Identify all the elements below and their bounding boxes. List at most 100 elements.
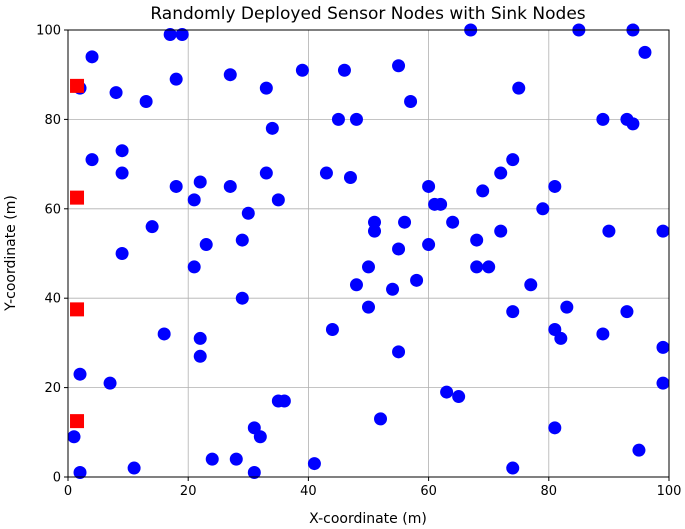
sensor-node-point [536, 202, 550, 216]
sensor-node-point [626, 117, 640, 131]
sensor-node-point [404, 95, 418, 109]
x-tick-label: 60 [420, 484, 437, 499]
sensor-node-point [452, 390, 466, 404]
sink-node-marker [70, 78, 85, 93]
sensor-node-point [229, 452, 243, 466]
sensor-node-point [434, 197, 448, 211]
y-tick-label: 80 [44, 113, 61, 128]
sensor-node-point [656, 340, 670, 354]
sensor-node-point [368, 215, 382, 229]
chart-title: Randomly Deployed Sensor Nodes with Sink… [150, 4, 585, 24]
sensor-node-point [638, 45, 652, 59]
y-tick-label: 20 [44, 381, 61, 396]
x-axis-label: X-coordinate (m) [309, 511, 427, 527]
x-tick-label: 80 [541, 484, 558, 499]
axis-ticks: 0 20 40 60 80 100 0 20 40 60 80 100 [36, 24, 681, 500]
sink-node-marker [70, 302, 85, 317]
sensor-node-point [524, 278, 538, 292]
sensor-node-point [109, 86, 123, 100]
sensor-node-point [139, 95, 153, 109]
sink-node-marker [70, 190, 85, 205]
sensor-node-point [368, 224, 382, 238]
sensor-node-point [145, 220, 159, 234]
sensor-node-point [259, 81, 273, 95]
sensor-node-point [343, 171, 357, 185]
sensor-node-point [374, 412, 388, 426]
sensor-node-point [470, 260, 484, 274]
sensor-node-point [440, 385, 454, 399]
sensor-node-point [193, 349, 207, 363]
sensor-node-point [271, 193, 285, 207]
sensor-node-point [560, 300, 574, 314]
sensor-node-point [596, 327, 610, 341]
sensor-node-point [247, 466, 261, 480]
sensor-node-point [548, 421, 562, 435]
sensor-node-point [235, 291, 249, 305]
sensor-node-point [157, 327, 171, 341]
sensor-node-point [73, 466, 87, 480]
sensor-node-point [392, 345, 406, 359]
data-points [67, 23, 670, 480]
sensor-node-point [259, 166, 273, 180]
x-tick-label: 0 [64, 484, 72, 499]
sink-node-marker [70, 414, 85, 429]
sensor-node-point [193, 331, 207, 345]
sensor-node-point [506, 153, 520, 167]
plot-frame [67, 29, 670, 478]
sensor-node-point [85, 153, 99, 167]
sensor-node-point [73, 367, 87, 381]
sensor-node-point [187, 193, 201, 207]
sensor-node-point [175, 27, 189, 41]
sensor-node-point [331, 112, 345, 126]
sensor-node-point [422, 238, 436, 252]
sensor-node-point [398, 215, 412, 229]
sensor-node-point [446, 215, 460, 229]
sensor-node-point [199, 238, 213, 252]
sensor-node-point [602, 224, 616, 238]
sensor-node-point [337, 63, 351, 77]
sensor-node-point [193, 175, 207, 189]
x-tick-label: 20 [180, 484, 197, 499]
sensor-node-point [241, 206, 255, 220]
x-tick-label: 40 [300, 484, 317, 499]
sensor-node-point [277, 394, 291, 408]
grid [67, 29, 670, 478]
sensor-node-point [115, 166, 129, 180]
sensor-node-point [506, 461, 520, 475]
y-axis-label: Y-coordinate (m) [3, 195, 19, 312]
sensor-node-point [103, 376, 117, 390]
sensor-node-point [163, 27, 177, 41]
y-tick-label: 0 [53, 471, 61, 486]
sensor-node-point [482, 260, 496, 274]
sensor-node-point [115, 144, 129, 158]
sensor-node-point [494, 224, 508, 238]
sensor-node-point [169, 179, 183, 193]
sensor-node-point [85, 50, 99, 64]
sensor-node-point [265, 121, 279, 135]
sensor-node-point [548, 179, 562, 193]
sensor-node-point [620, 305, 634, 319]
sensor-node-point [410, 273, 424, 287]
sensor-node-point [127, 461, 141, 475]
sensor-node-point [253, 430, 267, 444]
sensor-node-point [205, 452, 219, 466]
sensor-node-point [656, 376, 670, 390]
sensor-node-point [67, 430, 81, 444]
sensor-node-point [362, 260, 375, 274]
sensor-node-point [187, 260, 201, 274]
sensor-node-point [362, 300, 375, 314]
sensor-node-point [349, 278, 363, 292]
sensor-node-point [596, 112, 610, 126]
sensor-node-point [295, 63, 309, 77]
sensor-node-point [325, 322, 339, 336]
sensor-node-point [223, 179, 237, 193]
sensor-node-point [476, 184, 490, 198]
sensor-node-point [554, 331, 568, 345]
sensor-node-point [235, 233, 249, 247]
y-tick-label: 60 [44, 202, 61, 217]
sensor-node-point [632, 443, 646, 457]
sensor-node-point [319, 166, 333, 180]
sensor-node-point [512, 81, 526, 95]
sensor-node-point [656, 224, 670, 238]
